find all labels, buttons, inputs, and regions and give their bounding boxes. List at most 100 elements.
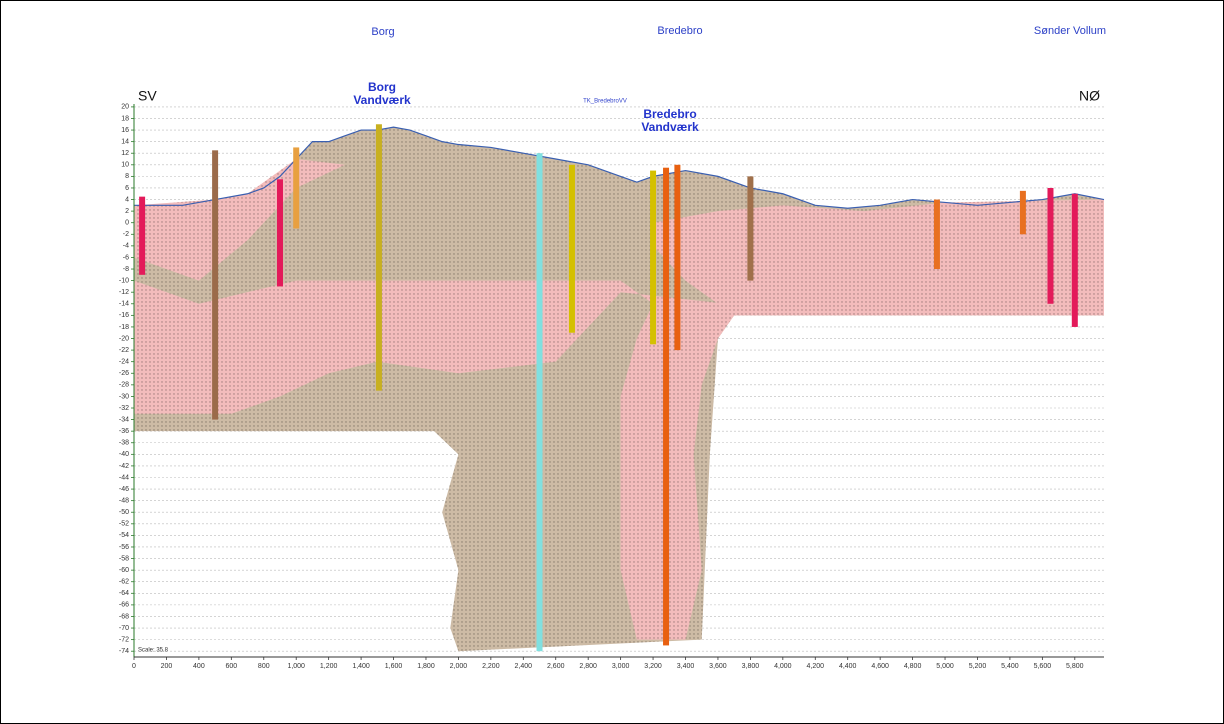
x-tick-label: 1,800 <box>417 663 435 670</box>
y-tick-label: 18 <box>121 115 129 122</box>
x-tick-label: 1,600 <box>385 663 403 670</box>
x-tick-label: 4,600 <box>871 663 889 670</box>
x-tick-label: 5,000 <box>936 663 954 670</box>
x-tick-label: 3,000 <box>612 663 630 670</box>
y-tick-label: -34 <box>119 416 129 423</box>
borehole <box>1019 190 1026 235</box>
borehole <box>212 150 219 420</box>
y-tick-label: -48 <box>119 497 129 504</box>
borehole <box>1047 187 1054 304</box>
y-tick-label: -68 <box>119 613 129 620</box>
y-tick-label: -8 <box>123 266 129 273</box>
y-tick-label: -14 <box>119 301 129 308</box>
x-tick-label: 4,200 <box>807 663 825 670</box>
y-tick-label: -72 <box>119 636 129 643</box>
y-tick-label: -42 <box>119 463 129 470</box>
y-tick-label: -4 <box>123 243 129 250</box>
y-tick-label: -60 <box>119 567 129 574</box>
x-tick-label: 1,200 <box>320 663 338 670</box>
town-label: Sønder Vollum <box>1034 25 1106 37</box>
y-tick-label: -36 <box>119 428 129 435</box>
waterworks-label: Bredebro <box>643 107 696 121</box>
y-tick-label: 8 <box>125 173 129 180</box>
y-tick-label: -64 <box>119 590 129 597</box>
borehole <box>568 164 575 333</box>
x-tick-label: 2,400 <box>515 663 533 670</box>
y-tick-label: 20 <box>121 104 129 111</box>
unit-texture <box>134 280 735 640</box>
y-tick-label: -18 <box>119 324 129 331</box>
x-tick-label: 5,600 <box>1034 663 1052 670</box>
unit-texture <box>134 159 345 281</box>
waterworks-label: Borg <box>368 80 396 94</box>
x-tick-label: 5,400 <box>1001 663 1019 670</box>
borehole <box>293 147 300 229</box>
waterworks-label: Vandværk <box>353 93 411 107</box>
x-tick-label: 0 <box>132 663 136 670</box>
x-tick-label: 800 <box>258 663 270 670</box>
y-tick-label: -20 <box>119 335 129 342</box>
x-tick-label: 4,800 <box>904 663 922 670</box>
x-tick-label: 2,000 <box>450 663 468 670</box>
y-tick-label: -6 <box>123 254 129 261</box>
town-label: Bredebro <box>657 25 702 37</box>
unit-texture <box>653 199 1104 316</box>
x-tick-label: 5,200 <box>969 663 987 670</box>
y-tick-label: -66 <box>119 602 129 609</box>
y-tick-label: 14 <box>121 138 129 145</box>
y-tick-label: -56 <box>119 544 129 551</box>
x-tick-label: 2,800 <box>579 663 597 670</box>
profile-name: TK_BredebroVV <box>583 99 627 105</box>
y-tick-label: -12 <box>119 289 129 296</box>
y-tick-label: -46 <box>119 486 129 493</box>
y-tick-label: -16 <box>119 312 129 319</box>
borehole <box>536 153 543 652</box>
y-tick-label: -40 <box>119 451 129 458</box>
borehole <box>674 164 681 351</box>
x-tick-label: 3,800 <box>742 663 760 670</box>
y-tick-label: -62 <box>119 579 129 586</box>
y-tick-label: -10 <box>119 277 129 284</box>
y-tick-label: -54 <box>119 532 129 539</box>
x-tick-label: 3,200 <box>644 663 662 670</box>
y-tick-label: -74 <box>119 648 129 655</box>
terrain-line <box>134 126 1105 209</box>
borehole <box>1071 193 1078 327</box>
x-tick-label: 4,000 <box>774 663 792 670</box>
x-tick-label: 2,600 <box>547 663 565 670</box>
y-tick-label: -28 <box>119 382 129 389</box>
y-tick-label: 12 <box>121 150 129 157</box>
y-tick-label: 6 <box>125 185 129 192</box>
direction-label: SV <box>138 88 157 104</box>
x-tick-label: 200 <box>161 663 173 670</box>
y-tick-label: 0 <box>125 220 129 227</box>
x-tick-label: 4,400 <box>839 663 857 670</box>
borehole <box>276 179 283 287</box>
y-tick-label: -2 <box>123 231 129 238</box>
direction-label: NØ <box>1079 88 1100 104</box>
y-tick-label: -38 <box>119 440 129 447</box>
x-tick-label: 3,600 <box>709 663 727 670</box>
y-tick-label: -58 <box>119 555 129 562</box>
borehole <box>139 196 146 275</box>
y-tick-label: -22 <box>119 347 129 354</box>
y-tick-label: -24 <box>119 359 129 366</box>
x-tick-label: 1,000 <box>287 663 305 670</box>
y-tick-label: -44 <box>119 474 129 481</box>
town-label: Borg <box>371 26 394 38</box>
borehole <box>747 176 754 281</box>
y-tick-label: -32 <box>119 405 129 412</box>
y-tick-label: -52 <box>119 521 129 528</box>
x-tick-label: 600 <box>225 663 237 670</box>
x-tick-label: 2,200 <box>482 663 500 670</box>
x-tick-label: 5,800 <box>1066 663 1084 670</box>
x-tick-label: 1,400 <box>352 663 370 670</box>
y-tick-label: 16 <box>121 127 129 134</box>
waterworks-label: Vandværk <box>641 120 699 134</box>
borehole <box>375 124 382 391</box>
scale-label: Scale: 35.8 <box>138 648 169 654</box>
x-tick-label: 3,400 <box>677 663 695 670</box>
borehole <box>650 170 657 345</box>
